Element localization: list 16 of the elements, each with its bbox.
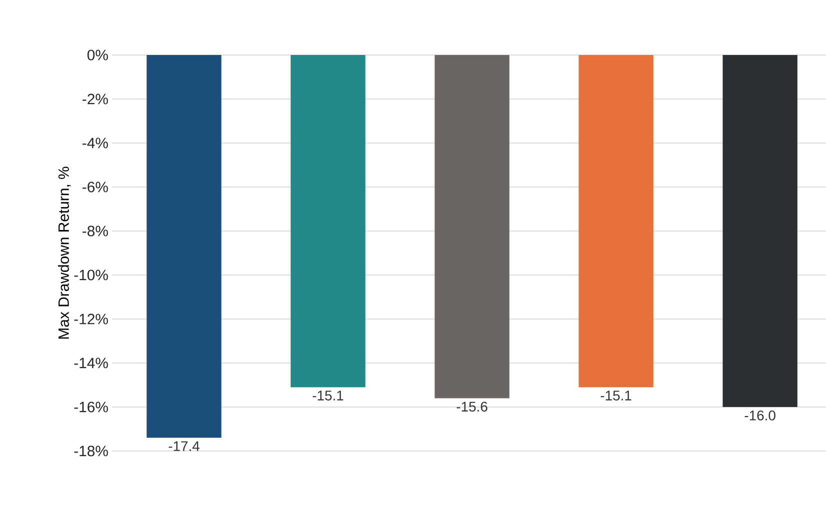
y-tick-label: -8% [82,226,108,236]
y-tick-label: -12% [74,314,108,324]
y-axis-title: Max Drawdown Return, % [58,166,71,339]
data-label: -15.1 [312,390,344,400]
data-label: -17.4 [168,441,200,451]
y-tick-label: -14% [74,358,108,368]
data-label: -15.1 [600,390,632,400]
y-tick-label: 0% [87,50,108,60]
y-tick-label: -2% [82,94,108,104]
y-tick-label: -6% [82,182,108,192]
y-tick-label: -18% [74,446,108,456]
y-tick-label: -16% [74,402,108,412]
data-label: -15.6 [456,402,488,412]
data-label: -16.0 [744,410,776,420]
y-tick-label: -10% [74,270,108,280]
y-tick-label: -4% [82,138,108,148]
